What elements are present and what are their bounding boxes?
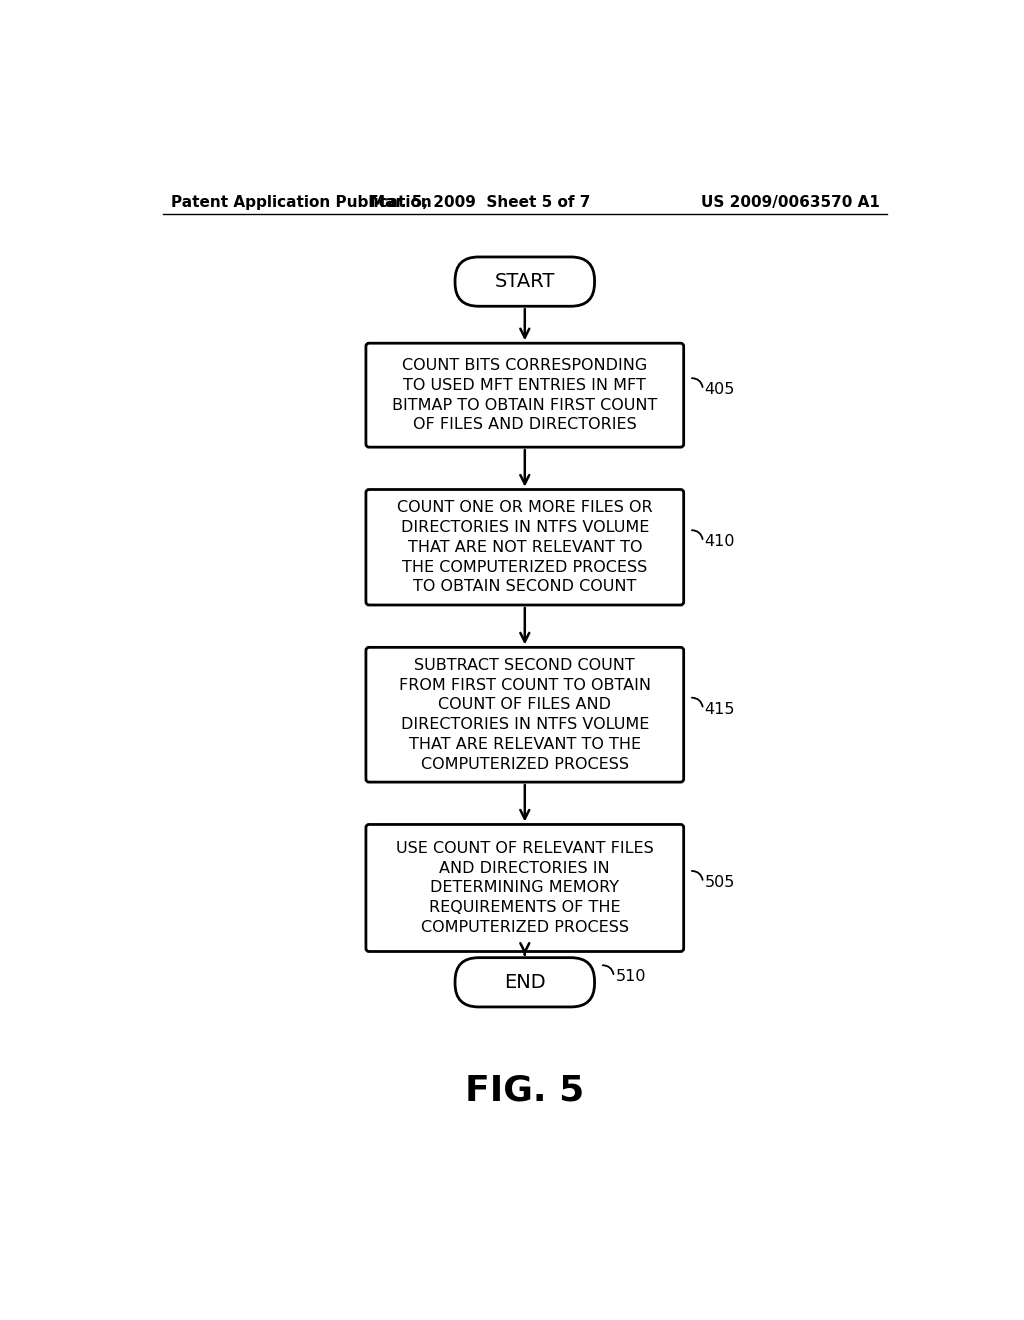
FancyBboxPatch shape xyxy=(366,825,684,952)
Text: SUBTRACT SECOND COUNT
FROM FIRST COUNT TO OBTAIN
COUNT OF FILES AND
DIRECTORIES : SUBTRACT SECOND COUNT FROM FIRST COUNT T… xyxy=(398,657,651,772)
Text: START: START xyxy=(495,272,555,292)
Text: 510: 510 xyxy=(615,969,646,985)
Text: US 2009/0063570 A1: US 2009/0063570 A1 xyxy=(700,194,880,210)
Text: END: END xyxy=(504,973,546,991)
FancyBboxPatch shape xyxy=(455,257,595,306)
FancyBboxPatch shape xyxy=(366,647,684,781)
Text: USE COUNT OF RELEVANT FILES
AND DIRECTORIES IN
DETERMINING MEMORY
REQUIREMENTS O: USE COUNT OF RELEVANT FILES AND DIRECTOR… xyxy=(396,841,653,935)
FancyBboxPatch shape xyxy=(455,958,595,1007)
Text: 415: 415 xyxy=(705,702,735,717)
Text: Patent Application Publication: Patent Application Publication xyxy=(171,194,431,210)
Text: 505: 505 xyxy=(705,875,735,890)
Text: COUNT ONE OR MORE FILES OR
DIRECTORIES IN NTFS VOLUME
THAT ARE NOT RELEVANT TO
T: COUNT ONE OR MORE FILES OR DIRECTORIES I… xyxy=(397,500,652,594)
Text: Mar. 5, 2009  Sheet 5 of 7: Mar. 5, 2009 Sheet 5 of 7 xyxy=(371,194,591,210)
FancyBboxPatch shape xyxy=(366,343,684,447)
Text: 405: 405 xyxy=(705,383,735,397)
Text: FIG. 5: FIG. 5 xyxy=(465,1073,585,1107)
Text: 410: 410 xyxy=(705,535,735,549)
FancyBboxPatch shape xyxy=(366,490,684,605)
Text: COUNT BITS CORRESPONDING
TO USED MFT ENTRIES IN MFT
BITMAP TO OBTAIN FIRST COUNT: COUNT BITS CORRESPONDING TO USED MFT ENT… xyxy=(392,358,657,433)
